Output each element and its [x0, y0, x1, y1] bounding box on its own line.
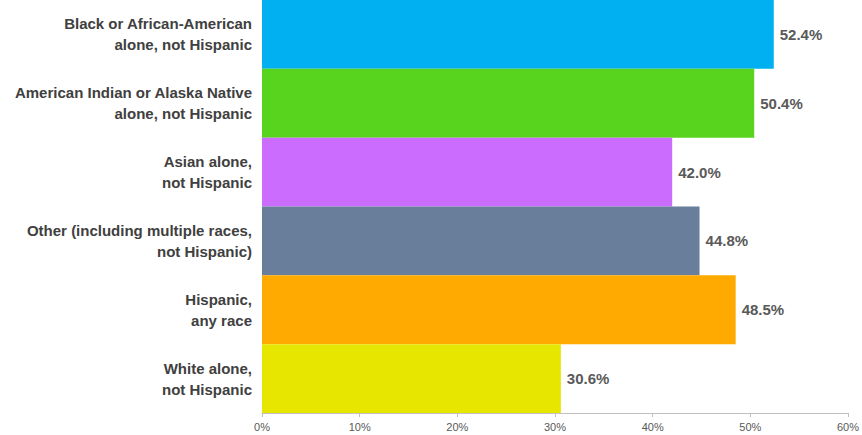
- svg-text:not Hispanic: not Hispanic: [162, 174, 252, 191]
- svg-text:30.6%: 30.6%: [567, 370, 610, 387]
- svg-text:not Hispanic): not Hispanic): [157, 243, 252, 260]
- svg-text:20%: 20%: [446, 421, 468, 433]
- svg-text:any race: any race: [191, 312, 252, 329]
- svg-text:30%: 30%: [544, 421, 566, 433]
- svg-text:Hispanic,: Hispanic,: [185, 291, 252, 308]
- svg-text:42.0%: 42.0%: [678, 164, 721, 181]
- svg-text:White alone,: White alone,: [164, 360, 252, 377]
- svg-text:Other (including multiple race: Other (including multiple races,: [27, 222, 252, 239]
- svg-text:10%: 10%: [349, 421, 371, 433]
- svg-text:alone, not Hispanic: alone, not Hispanic: [114, 36, 252, 53]
- svg-text:50%: 50%: [739, 421, 761, 433]
- svg-text:40%: 40%: [642, 421, 664, 433]
- svg-text:Asian alone,: Asian alone,: [164, 153, 252, 170]
- svg-text:50.4%: 50.4%: [760, 95, 803, 112]
- svg-text:American Indian or Alaska Nati: American Indian or Alaska Native: [15, 84, 252, 101]
- svg-text:60%: 60%: [837, 421, 859, 433]
- svg-text:0%: 0%: [254, 421, 270, 433]
- svg-text:48.5%: 48.5%: [742, 301, 785, 318]
- svg-text:Black or African-American: Black or African-American: [64, 15, 252, 32]
- svg-text:52.4%: 52.4%: [780, 26, 823, 43]
- svg-text:alone, not Hispanic: alone, not Hispanic: [114, 105, 252, 122]
- svg-text:not Hispanic: not Hispanic: [162, 381, 252, 398]
- svg-text:44.8%: 44.8%: [706, 232, 749, 249]
